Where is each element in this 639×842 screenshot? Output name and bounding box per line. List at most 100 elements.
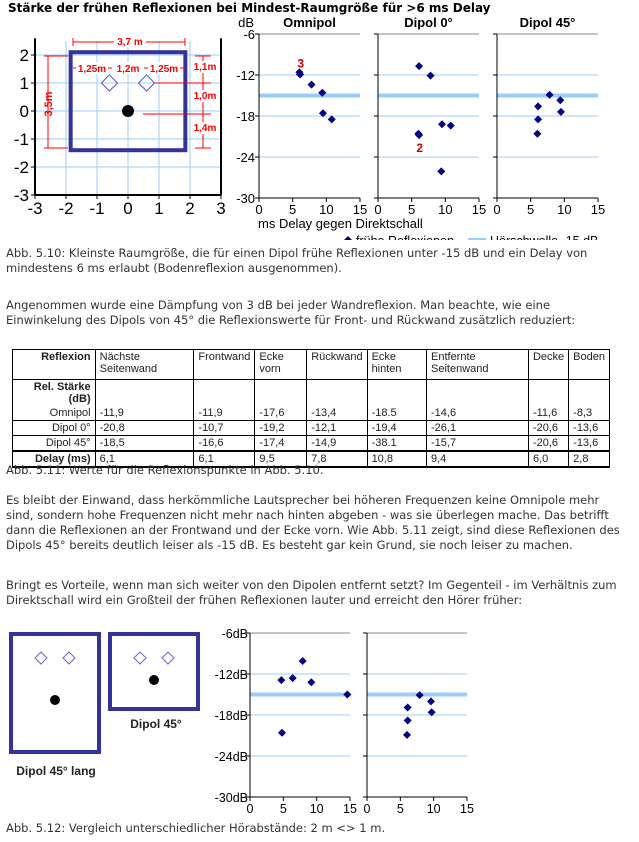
dipole-speaker-icon: [161, 651, 175, 665]
x-tick-label: 5: [527, 202, 534, 217]
table-group-label: Rel. Stärke (dB): [12, 379, 96, 406]
table-cell: -13,6: [568, 435, 610, 451]
table-row: Dipol 45° -18,5 -16,6 -17,4 -14,9 -38.1 -15,7-…: [12, 435, 610, 451]
table-cell: -8,3: [568, 406, 610, 421]
y-tick-label: -6dB: [222, 627, 248, 641]
table-cell: 9,5: [254, 450, 308, 468]
room-y-tick-label: 0: [20, 102, 29, 121]
y-tick-label: -18dB: [215, 709, 248, 723]
table-cell: -18.5: [366, 406, 428, 421]
x-tick-label: 15: [591, 202, 605, 217]
x-tick-label: 15: [353, 202, 367, 217]
table-cell: -15,7: [426, 435, 529, 451]
data-point: [288, 674, 297, 683]
room-x-tick-label: 1: [154, 199, 163, 218]
label-bg: [76, 62, 108, 74]
table-cell: 9,4: [426, 450, 529, 468]
table-cell: -20,6: [527, 435, 570, 451]
table-cell: 2,8: [568, 450, 610, 468]
table-cell: 6,1: [94, 450, 195, 468]
chart-title: Omnipol: [283, 15, 336, 30]
table-cell: 7,8: [306, 450, 368, 468]
x-axis-label: ms Delay gegen Direktschall: [258, 216, 423, 231]
caption-5-12: Abb. 5.12: Vergleich unterschiedlicher H…: [6, 821, 386, 835]
data-point: [426, 71, 435, 80]
legend-points-label: frühe Reflexionen: [356, 234, 454, 240]
data-point: [534, 115, 543, 124]
label-bg: [192, 90, 218, 102]
table-cell: -11,6: [527, 406, 570, 421]
table-cell: -14,6: [426, 406, 529, 421]
listener-icon: [122, 105, 134, 117]
dipole-speaker-icon: [100, 74, 119, 92]
table-cell: -12,1: [306, 420, 368, 436]
data-point: [277, 676, 286, 685]
table-cell: -38.1: [366, 435, 428, 451]
table-cell: -17,6: [254, 406, 308, 421]
table-cell: -13,6: [568, 420, 610, 436]
x-tick-label: 15: [343, 802, 357, 816]
table-header-cell: Nächste Seitenwand: [94, 349, 195, 380]
x-tick-label: 10: [319, 202, 333, 217]
data-point: [298, 657, 307, 666]
table-cell: 10,8: [366, 450, 428, 468]
table-cell: -10,7: [193, 420, 256, 436]
room-x-tick-label: 0: [123, 199, 132, 218]
row-label: Omnipol: [12, 406, 96, 421]
table-header-cell: Entfernte Seitenwand: [426, 349, 529, 380]
row-label: Dipol 0°: [12, 420, 96, 436]
y-tick-label: -24dB: [215, 750, 248, 764]
room-y-tick-label: 2: [20, 46, 29, 65]
table-header-cell: Boden: [568, 349, 610, 380]
room-y-tick-label: -3: [14, 186, 29, 205]
x-tick-label: 5: [280, 802, 287, 816]
table-header-cell: Reflexion: [12, 349, 96, 380]
data-point: [437, 120, 446, 129]
x-tick-label: 0: [247, 802, 254, 816]
table-cell: -17,4: [254, 435, 308, 451]
dim-label-depth: 3,5m: [43, 91, 55, 116]
data-point: [427, 708, 436, 717]
x-tick-label: 15: [472, 202, 486, 217]
annotation-3: 3: [297, 56, 304, 70]
x-tick-label: 10: [438, 202, 452, 217]
y-tick-label: -6: [243, 27, 255, 42]
data-point: [327, 115, 336, 124]
room-short-outline: [108, 632, 200, 711]
chart-title: Dipol 0°: [404, 15, 453, 30]
dim-label-width: 3,7 m: [117, 37, 143, 48]
label-bg: [192, 122, 218, 134]
label-bg: [192, 61, 218, 73]
data-point: [307, 80, 316, 89]
paragraph-3: Bringt es Vorteile, wenn man sich weiter…: [6, 578, 617, 607]
dim-label-distance: 1,1m: [194, 62, 217, 73]
label-bg: [112, 62, 144, 74]
table-cell: -19,4: [366, 420, 428, 436]
data-point: [295, 68, 304, 77]
table-cell: -19,2: [254, 420, 308, 436]
row-label: Delay (ms): [12, 450, 96, 468]
room-y-tick-label: 1: [20, 74, 29, 93]
x-tick-label: 0: [374, 202, 381, 217]
table-cell: -20,8: [94, 420, 195, 436]
dipole-speaker-icon: [137, 74, 156, 92]
data-point: [427, 697, 435, 706]
data-point: [415, 691, 424, 700]
reflection-table: Reflexion Nächste Seitenwand Frontwand Ecke…: [12, 349, 610, 468]
data-point: [545, 90, 554, 99]
chart-title: Dipol 45°: [520, 15, 576, 30]
data-point: [307, 678, 316, 687]
caption-5-11: Abb. 5.11: Werte für die Reflexionspunkt…: [6, 463, 324, 477]
figure-5-12: Dipol 45° lang Dipol 45° 0 5 10 15 -6dB -12dB -1…: [9, 627, 474, 816]
figure-title: Stärke der frühen Reflexionen bei Mindes…: [8, 1, 491, 15]
room-x-tick-label: 2: [185, 199, 194, 218]
row-label: Dipol 45°: [12, 435, 96, 451]
x-tick-label: 5: [408, 202, 415, 217]
table-cell: -16,6: [193, 435, 256, 451]
annotation-2: 2: [416, 141, 423, 155]
legend-point-icon: [344, 236, 352, 240]
table-cell: -20,6: [527, 420, 570, 436]
table-header-row: Reflexion Nächste Seitenwand Frontwand Ecke…: [12, 349, 610, 380]
